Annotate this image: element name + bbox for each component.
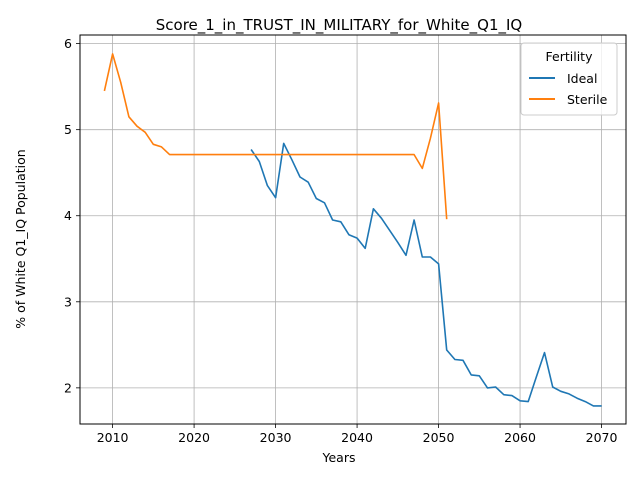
x-tick-label: 2010 <box>97 430 129 445</box>
y-axis-label: % of White Q1_IQ Population <box>13 149 28 328</box>
legend: Fertility Ideal Sterile <box>520 42 618 116</box>
y-tick-label: 3 <box>64 294 72 309</box>
x-tick-label: 2070 <box>586 430 618 445</box>
series-line-ideal <box>250 142 602 407</box>
series-line-sterile <box>103 53 448 220</box>
x-tick-label: 2050 <box>423 430 455 445</box>
gridlines <box>80 35 626 424</box>
axis-ticks: 2010 2020 2030 2040 2050 2060 2070 2 3 4 5 6 <box>64 36 617 445</box>
x-tick-label: 2020 <box>178 430 210 445</box>
legend-box <box>520 42 618 116</box>
plot-area-frame <box>79 34 627 425</box>
y-tick-label: 4 <box>64 208 72 223</box>
x-tick-label: 2060 <box>504 430 536 445</box>
legend-title: Fertility <box>546 49 594 64</box>
x-axis-label: Years <box>322 450 356 465</box>
chart-title: Score_1_in_TRUST_IN_MILITARY_for_White_Q… <box>156 16 522 35</box>
y-tick-label: 5 <box>64 122 72 137</box>
x-tick-label: 2040 <box>341 430 373 445</box>
legend-label-sterile: Sterile <box>567 92 608 107</box>
legend-label-ideal: Ideal <box>567 71 597 86</box>
x-tick-label: 2030 <box>260 430 292 445</box>
y-tick-label: 6 <box>64 36 72 51</box>
series-lines <box>103 53 602 407</box>
y-tick-label: 2 <box>64 380 72 395</box>
